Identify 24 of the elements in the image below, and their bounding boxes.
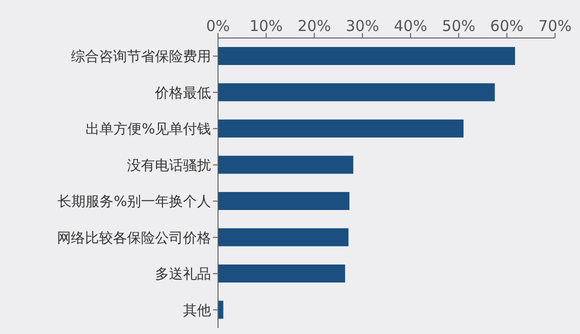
x-tick-label: 20% [298,17,331,35]
bar [218,192,350,210]
x-tick-label: 30% [346,17,380,35]
y-tick-label: 价格最低 [154,85,211,102]
x-tick-label: 60% [490,17,524,35]
bar [218,228,348,246]
x-tick-label: 0% [206,17,230,35]
y-tick-label: 没有电话骚扰 [127,158,211,174]
y-tick-label: 出单方便%见单付钱 [86,122,211,138]
bar [218,83,495,102]
y-tick-label: 多送礼品 [155,266,211,283]
x-tick-label: 70% [538,17,572,35]
y-tick-label: 网络比较各保险公司价格 [57,230,211,246]
bar [218,156,354,174]
y-tick-label: 其他 [183,302,211,319]
bar [218,264,346,282]
bar [218,120,464,138]
bar [218,47,516,65]
x-tick-label: 40% [394,17,428,35]
x-tick-label: 50% [442,17,476,35]
bar [218,300,224,319]
y-tick-label: 长期服务%别一年换个人 [58,194,211,210]
x-tick-label: 10% [249,17,283,35]
y-tick-label: 综合咨询节省保险费用 [71,49,211,66]
